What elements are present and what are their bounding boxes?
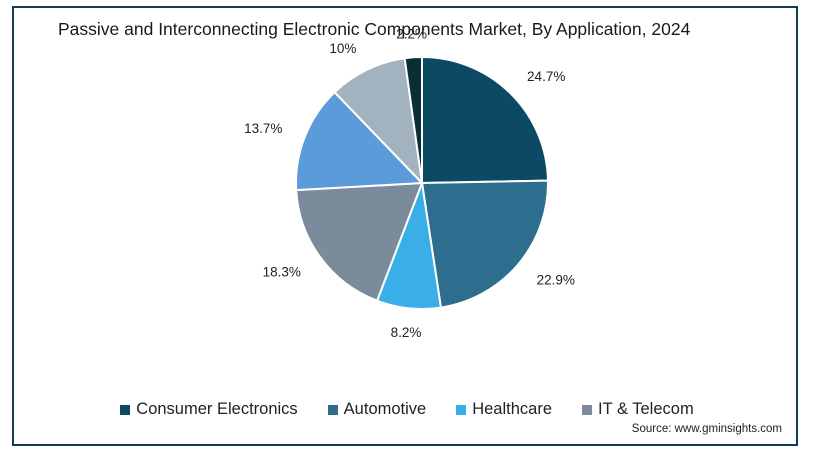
legend-label: IT & Telecom	[598, 400, 694, 418]
legend-label: Healthcare	[472, 400, 553, 418]
chart-legend: Consumer Electronics Automotive Healthca…	[14, 400, 800, 419]
legend-swatch-icon	[456, 404, 467, 415]
slice-label-consumer-electronics: 24.7%	[527, 69, 565, 84]
source-note: Source: www.gminsights.com	[631, 423, 782, 435]
legend-swatch-icon	[120, 404, 131, 415]
legend-item-consumer-electronics: Consumer Electronics	[120, 400, 298, 419]
slice-label-healthcare: 8.2%	[391, 325, 422, 340]
pie-slice-segment-7	[403, 55, 423, 184]
pie-slice-consumer-electronics	[421, 55, 549, 185]
legend-swatch-icon	[327, 404, 338, 415]
slice-label-it-telecom: 18.3%	[263, 265, 301, 280]
legend-item-it-telecom: IT & Telecom	[582, 400, 694, 419]
slice-label-automotive: 22.9%	[537, 273, 575, 288]
legend-item-healthcare: Healthcare	[456, 400, 552, 419]
legend-swatch-icon	[582, 404, 593, 415]
legend-label: Consumer Electronics	[136, 400, 298, 418]
pie-slice-segment-6	[333, 57, 424, 186]
chart-frame: Passive and Interconnecting Electronic C…	[12, 6, 798, 446]
slice-label-segment-6: 10%	[329, 41, 356, 56]
legend-label: Automotive	[343, 400, 427, 418]
pie-slice-it-telecom	[295, 181, 424, 303]
slice-label-segment-5: 13.7%	[244, 121, 282, 136]
legend-item-automotive: Automotive	[327, 400, 427, 419]
pie-chart: 24.7% 22.9% 8.2% 18.3% 13.7% 10% 2.2%	[244, 26, 575, 340]
pie-slice-segment-5	[295, 90, 425, 192]
chart-title: Passive and Interconnecting Electronic C…	[58, 19, 691, 39]
slice-label-segment-7: 2.2%	[396, 26, 427, 41]
pie-slice-automotive	[420, 179, 549, 309]
